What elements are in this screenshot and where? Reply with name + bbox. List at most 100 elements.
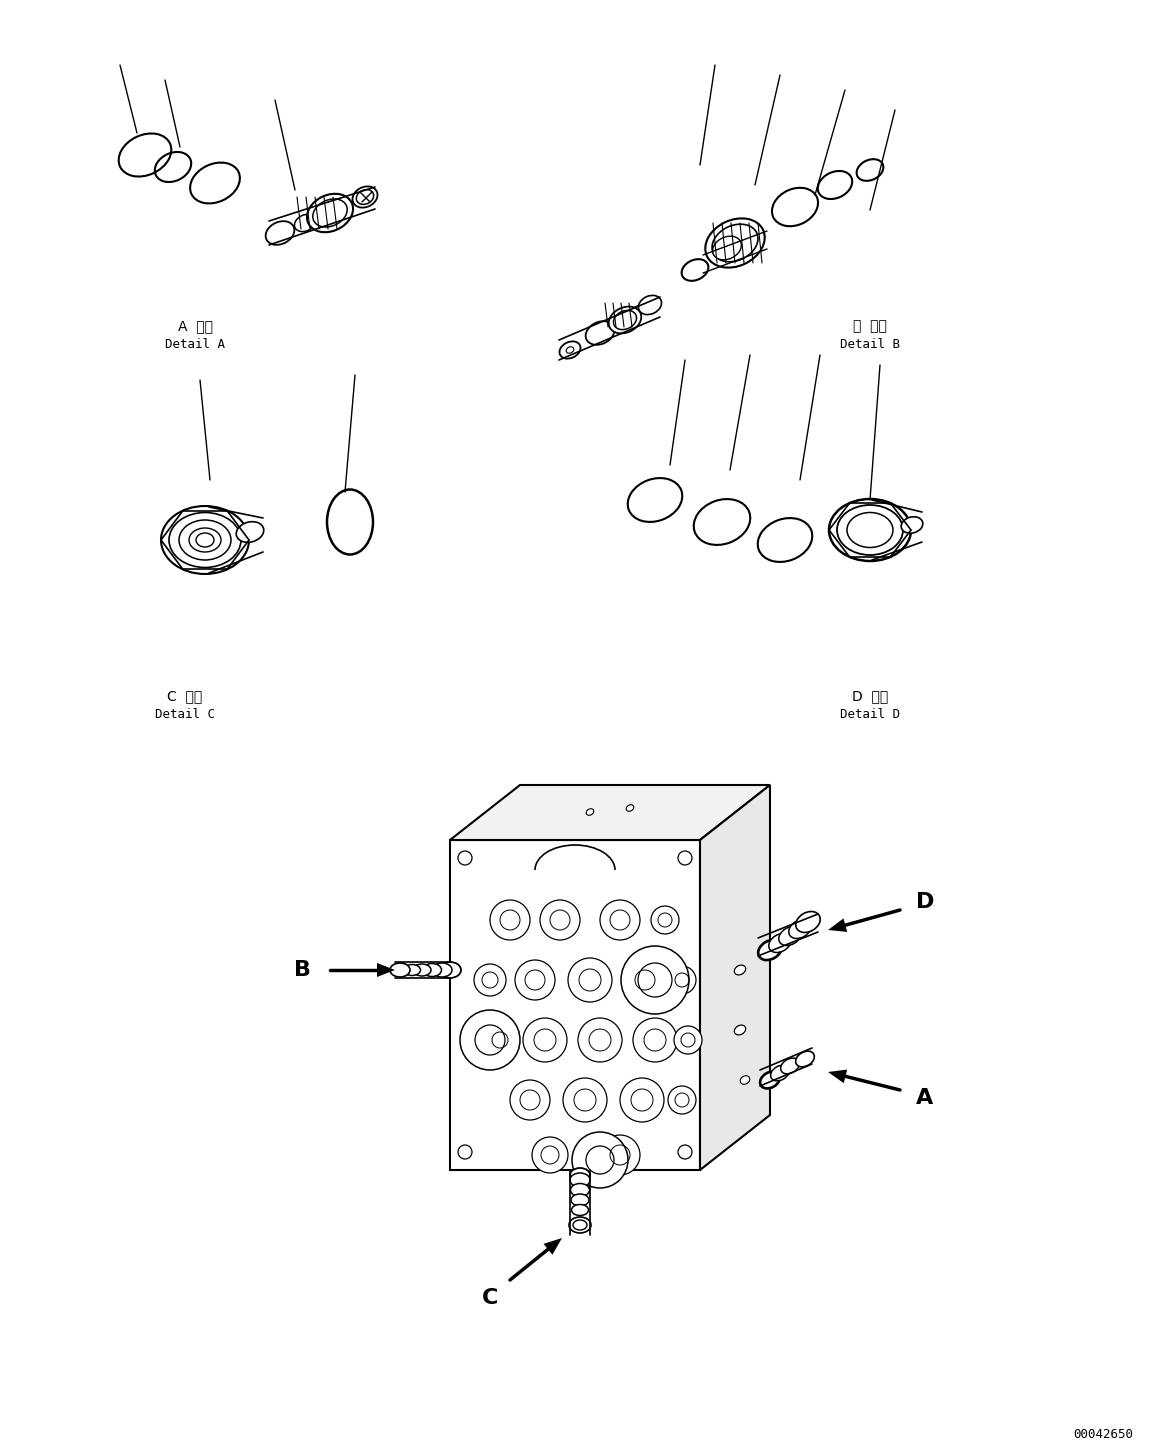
Ellipse shape [511,1080,550,1120]
Ellipse shape [570,1174,590,1187]
Ellipse shape [620,1077,664,1123]
Ellipse shape [390,962,411,977]
Ellipse shape [236,521,264,542]
Ellipse shape [829,499,911,561]
Ellipse shape [559,341,580,358]
Ellipse shape [458,1144,472,1159]
Ellipse shape [568,958,612,1002]
Ellipse shape [795,1051,814,1067]
Ellipse shape [758,941,782,960]
Ellipse shape [586,808,594,815]
Ellipse shape [678,850,692,865]
Text: B: B [293,960,311,980]
Ellipse shape [847,513,893,547]
Text: C: C [481,1289,498,1307]
Ellipse shape [795,911,820,932]
Ellipse shape [265,221,294,245]
Ellipse shape [633,1018,677,1061]
Ellipse shape [578,1018,622,1061]
Ellipse shape [608,307,641,333]
Ellipse shape [572,1131,628,1188]
Ellipse shape [438,962,461,978]
Ellipse shape [626,805,634,811]
Ellipse shape [461,1010,520,1070]
Ellipse shape [352,186,378,208]
Ellipse shape [613,310,636,329]
Ellipse shape [422,964,442,977]
Ellipse shape [600,1136,640,1175]
Ellipse shape [356,189,373,204]
Polygon shape [623,304,638,328]
Text: 日  詳細: 日 詳細 [854,319,887,333]
Ellipse shape [563,1077,607,1123]
Text: Detail A: Detail A [165,338,224,351]
Text: Detail D: Detail D [840,708,900,721]
Ellipse shape [705,218,765,268]
Ellipse shape [515,960,555,1000]
Ellipse shape [678,1144,692,1159]
Ellipse shape [651,906,679,933]
Ellipse shape [179,520,231,561]
Ellipse shape [190,529,221,552]
Text: D  詳細: D 詳細 [851,689,889,703]
Ellipse shape [571,1184,590,1197]
Ellipse shape [761,1072,779,1088]
Ellipse shape [668,1086,695,1114]
Ellipse shape [169,513,241,568]
Ellipse shape [734,1025,745,1035]
Ellipse shape [571,1204,588,1216]
Ellipse shape [490,900,530,941]
Ellipse shape [621,946,688,1013]
Ellipse shape [458,850,472,865]
Text: D: D [915,893,934,911]
Ellipse shape [313,199,348,227]
Ellipse shape [404,964,421,976]
Text: A: A [916,1088,934,1108]
Ellipse shape [780,1059,799,1075]
Polygon shape [450,785,770,840]
Ellipse shape [740,1076,750,1085]
Ellipse shape [586,322,614,345]
Ellipse shape [540,900,580,941]
Ellipse shape [431,962,452,977]
Polygon shape [700,785,770,1171]
Text: C  詳細: C 詳細 [167,689,202,703]
Text: A  詳細: A 詳細 [178,319,213,333]
Ellipse shape [413,964,431,976]
Ellipse shape [566,347,573,354]
Polygon shape [377,962,395,977]
Ellipse shape [600,900,640,941]
Ellipse shape [758,939,783,961]
Ellipse shape [569,1217,591,1233]
Ellipse shape [571,1194,588,1206]
Ellipse shape [712,224,758,262]
Ellipse shape [475,964,506,996]
Polygon shape [543,1238,562,1255]
Polygon shape [450,840,700,1171]
Ellipse shape [531,1137,568,1174]
Ellipse shape [160,507,249,574]
Polygon shape [828,919,847,932]
Ellipse shape [837,505,902,555]
Ellipse shape [759,1072,780,1089]
Polygon shape [828,1070,847,1083]
Ellipse shape [713,236,741,259]
Ellipse shape [638,296,662,314]
Ellipse shape [294,214,315,232]
Ellipse shape [197,533,214,547]
Text: 00042650: 00042650 [1073,1428,1133,1441]
Ellipse shape [625,960,665,1000]
Ellipse shape [484,1024,516,1056]
Ellipse shape [789,920,812,939]
Ellipse shape [734,965,745,976]
Ellipse shape [668,965,695,994]
Ellipse shape [779,926,801,945]
Ellipse shape [523,1018,568,1061]
Text: Detail B: Detail B [840,338,900,351]
Ellipse shape [675,1026,702,1054]
Ellipse shape [570,1168,590,1182]
Ellipse shape [901,517,922,533]
Ellipse shape [307,194,354,232]
Ellipse shape [771,1066,790,1080]
Ellipse shape [769,933,791,952]
